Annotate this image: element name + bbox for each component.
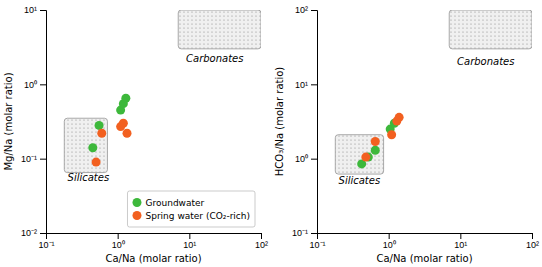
x-axis-title: Ca/Na (molar ratio) bbox=[105, 253, 201, 264]
tick: 10⁰ bbox=[295, 154, 317, 164]
annotation: Carbonates bbox=[457, 56, 514, 67]
tick: 10¹ bbox=[295, 80, 317, 90]
tick-mark bbox=[40, 233, 46, 234]
figure: 10⁻¹10⁰10¹10²10⁻²10⁻¹10⁰10¹Ca/Na (molar … bbox=[0, 0, 542, 267]
legend: Groundwater Spring water (CO₂-rich) bbox=[127, 191, 255, 227]
tick: 10⁰ bbox=[24, 80, 46, 90]
tick-label: 10⁻¹ bbox=[38, 240, 54, 250]
region bbox=[449, 10, 532, 49]
series bbox=[92, 119, 132, 167]
tick: 10² bbox=[295, 5, 317, 15]
plot-area bbox=[335, 10, 532, 174]
point bbox=[88, 143, 97, 152]
tick-label: 10⁰ bbox=[295, 154, 308, 164]
point bbox=[92, 158, 101, 167]
tick-label: 10⁻¹ bbox=[21, 154, 37, 164]
series bbox=[361, 113, 403, 162]
tick-label: 10² bbox=[295, 5, 308, 15]
region bbox=[64, 118, 107, 172]
tick: 10⁰ bbox=[383, 233, 396, 250]
point bbox=[371, 137, 380, 146]
plot-area bbox=[64, 10, 261, 173]
tick-label: 10⁻¹ bbox=[292, 228, 308, 238]
tick: 10² bbox=[255, 233, 268, 250]
legend-label: Groundwater bbox=[145, 198, 204, 208]
tick-mark bbox=[40, 159, 46, 160]
tick: 10⁰ bbox=[112, 233, 125, 250]
axis-line bbox=[318, 234, 533, 240]
annotation: Silicates bbox=[68, 172, 110, 183]
tick-mark bbox=[40, 84, 46, 85]
tick: 10¹ bbox=[183, 233, 196, 250]
point bbox=[387, 130, 396, 139]
legend-marker bbox=[132, 198, 141, 207]
y-axis: 10⁻² 10⁻¹ 10⁰ 10¹ bbox=[21, 5, 47, 238]
tick: 10¹ bbox=[454, 233, 467, 250]
tick-mark bbox=[460, 233, 461, 239]
tick: 10⁻¹ bbox=[309, 233, 325, 250]
axis-line bbox=[47, 234, 262, 240]
tick-label: 10⁻¹ bbox=[309, 240, 325, 250]
tick-label: 10¹ bbox=[295, 80, 308, 90]
tick-mark bbox=[189, 233, 190, 239]
tick-label: 10¹ bbox=[454, 240, 467, 250]
series bbox=[88, 94, 130, 153]
x-axis: 10⁻¹ 10⁰ 10¹ 10² bbox=[38, 233, 268, 250]
tick-mark bbox=[261, 233, 262, 239]
x-axis-title: Ca/Na (molar ratio) bbox=[376, 253, 472, 264]
point bbox=[119, 119, 128, 128]
tick-label: 10⁰ bbox=[24, 80, 37, 90]
y-axis-title: HCO₃/Na (molar ratio) bbox=[274, 67, 285, 177]
tick-mark bbox=[311, 10, 317, 11]
point bbox=[361, 153, 370, 162]
tick-label: 10⁰ bbox=[112, 240, 125, 250]
point bbox=[123, 129, 132, 138]
point bbox=[395, 113, 404, 122]
tick: 10⁻¹ bbox=[21, 154, 46, 164]
legend-frame bbox=[127, 191, 255, 227]
legend-label: Spring water (CO₂-rich) bbox=[145, 211, 250, 221]
tick-mark bbox=[532, 233, 533, 239]
panel: 10⁻¹ 10⁰ 10¹ 10² 10⁻¹ 10⁰ 10¹ 10² Ca/Na (molar r… bbox=[274, 5, 539, 264]
tick: 10¹ bbox=[24, 5, 46, 15]
tick-mark bbox=[389, 233, 390, 239]
tick-label: 10² bbox=[526, 240, 539, 250]
point bbox=[121, 94, 130, 103]
tick-label: 10⁻² bbox=[21, 228, 37, 238]
tick-label: 10¹ bbox=[24, 5, 37, 15]
tick: 10⁻¹ bbox=[292, 228, 317, 238]
region bbox=[335, 135, 383, 174]
x-axis: 10⁻¹ 10⁰ 10¹ 10² bbox=[309, 233, 539, 250]
tick-label: 10² bbox=[255, 240, 268, 250]
tick-label: 10⁰ bbox=[383, 240, 396, 250]
annotation: Silicates bbox=[339, 175, 381, 186]
point bbox=[97, 129, 106, 138]
tick-mark bbox=[311, 159, 317, 160]
legend-marker bbox=[132, 211, 141, 220]
tick-label: 10¹ bbox=[183, 240, 196, 250]
tick-mark bbox=[311, 84, 317, 85]
tick: 10² bbox=[526, 233, 539, 250]
y-axis-title: Mg/Na (molar ratio) bbox=[3, 72, 14, 170]
tick-mark bbox=[40, 10, 46, 11]
point bbox=[95, 121, 104, 130]
y-axis: 10⁻¹ 10⁰ 10¹ 10² bbox=[292, 5, 318, 238]
axis-line bbox=[40, 11, 47, 234]
region bbox=[178, 10, 261, 49]
tick: 10⁻¹ bbox=[38, 233, 54, 250]
axis-line bbox=[311, 11, 318, 234]
tick-mark bbox=[118, 233, 119, 239]
point bbox=[371, 146, 380, 155]
panel: 10⁻¹10⁰10¹10²10⁻²10⁻¹10⁰10¹Ca/Na (molar … bbox=[3, 5, 268, 264]
tick-mark bbox=[311, 233, 317, 234]
tick: 10⁻² bbox=[21, 228, 46, 238]
annotation: Carbonates bbox=[186, 53, 243, 64]
series bbox=[357, 119, 399, 169]
